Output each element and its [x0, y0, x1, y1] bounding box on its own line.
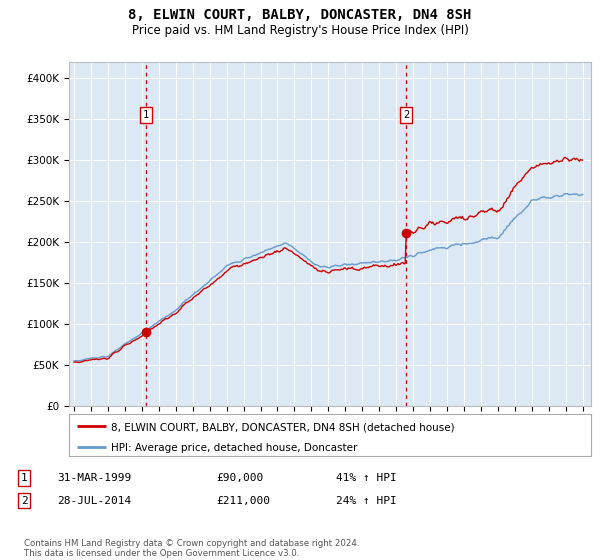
- Text: Price paid vs. HM Land Registry's House Price Index (HPI): Price paid vs. HM Land Registry's House …: [131, 24, 469, 36]
- Text: HPI: Average price, detached house, Doncaster: HPI: Average price, detached house, Donc…: [111, 443, 357, 453]
- Text: 2: 2: [20, 496, 28, 506]
- Text: £211,000: £211,000: [216, 496, 270, 506]
- Text: 24% ↑ HPI: 24% ↑ HPI: [336, 496, 397, 506]
- Text: 8, ELWIN COURT, BALBY, DONCASTER, DN4 8SH (detached house): 8, ELWIN COURT, BALBY, DONCASTER, DN4 8S…: [111, 422, 454, 432]
- Text: Contains HM Land Registry data © Crown copyright and database right 2024.
This d: Contains HM Land Registry data © Crown c…: [24, 539, 359, 558]
- Text: 8, ELWIN COURT, BALBY, DONCASTER, DN4 8SH: 8, ELWIN COURT, BALBY, DONCASTER, DN4 8S…: [128, 8, 472, 22]
- Text: 31-MAR-1999: 31-MAR-1999: [57, 473, 131, 483]
- Text: 1: 1: [20, 473, 28, 483]
- Text: 28-JUL-2014: 28-JUL-2014: [57, 496, 131, 506]
- Text: 41% ↑ HPI: 41% ↑ HPI: [336, 473, 397, 483]
- Text: 2: 2: [403, 110, 409, 120]
- Text: 1: 1: [143, 110, 149, 120]
- Text: £90,000: £90,000: [216, 473, 263, 483]
